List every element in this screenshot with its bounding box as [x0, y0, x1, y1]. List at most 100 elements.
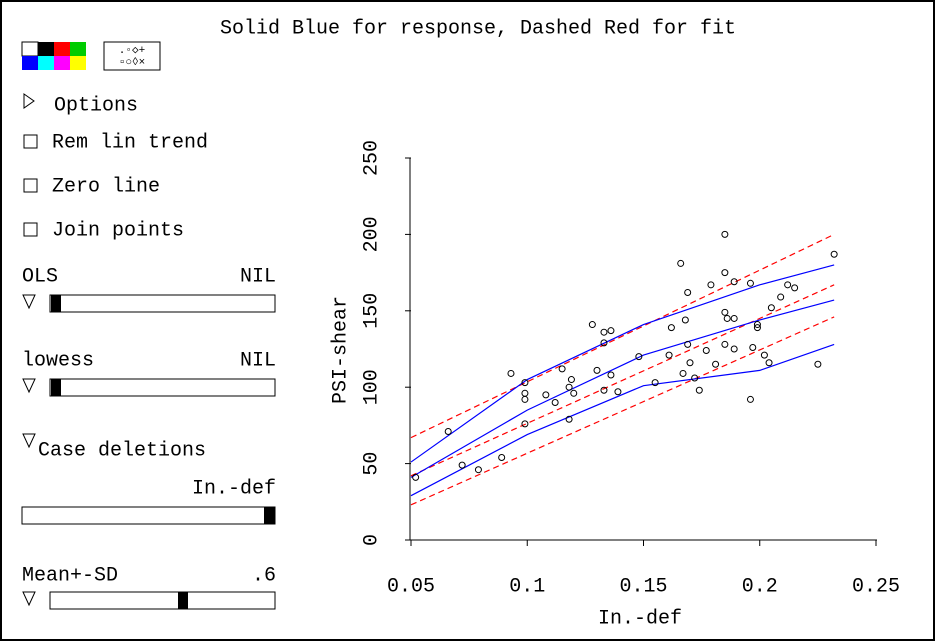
slider-label: Mean+-SD	[22, 564, 118, 587]
data-point	[558, 365, 566, 373]
slider[interactable]	[49, 378, 276, 397]
checkbox-label[interactable]: Join points	[52, 219, 184, 242]
data-point	[830, 250, 838, 258]
data-point	[723, 314, 731, 322]
options-label[interactable]: Options	[54, 94, 138, 117]
data-point	[721, 340, 729, 348]
svg-text:▫○◊×: ▫○◊×	[119, 57, 145, 69]
slider[interactable]	[49, 294, 276, 313]
checkbox-label[interactable]: Rem lin trend	[52, 131, 208, 154]
data-point	[600, 386, 608, 394]
y-tick-label: 150	[360, 293, 383, 329]
checkbox-label[interactable]: Zero line	[52, 175, 160, 198]
data-point	[691, 374, 699, 382]
slider-value: NIL	[240, 265, 276, 288]
data-point	[521, 379, 529, 387]
y-axis-label: PSI-shear	[329, 296, 352, 404]
data-point	[677, 259, 685, 267]
data-point	[702, 347, 710, 355]
data-point	[507, 369, 515, 377]
slider-menu[interactable]	[22, 378, 36, 394]
fit-line	[410, 316, 835, 506]
data-point	[570, 389, 578, 397]
slider-menu[interactable]	[22, 591, 36, 607]
response-line	[410, 343, 835, 497]
y-tick-label: 0	[360, 534, 383, 546]
data-point	[667, 324, 675, 332]
data-point	[814, 360, 822, 368]
x-tick-label: 0.25	[852, 575, 900, 598]
fit-line	[410, 233, 835, 439]
response-line	[410, 299, 835, 478]
data-point	[444, 428, 452, 436]
chart-title: Solid Blue for response, Dashed Red for …	[220, 17, 736, 40]
y-tick-label: 200	[360, 216, 383, 252]
data-point	[730, 345, 738, 353]
data-point	[760, 351, 768, 359]
color-palette[interactable]	[21, 41, 86, 70]
checkbox[interactable]	[23, 222, 38, 237]
data-point	[521, 395, 529, 403]
slider-thumb[interactable]	[264, 507, 275, 524]
data-point	[565, 383, 573, 391]
data-point	[684, 340, 692, 348]
data-point	[551, 398, 559, 406]
case-deletions-triangle[interactable]	[22, 433, 36, 449]
fit-line	[410, 284, 835, 477]
data-point	[593, 366, 601, 374]
x-tick-label: 0.1	[509, 575, 545, 598]
checkbox[interactable]	[23, 134, 38, 149]
data-point	[665, 351, 673, 359]
slider-label: OLS	[22, 265, 58, 288]
data-point	[681, 316, 689, 324]
symbol-palette[interactable]: .◦◇+ ▫○◊×	[103, 41, 161, 71]
case-deletions-label[interactable]: Case deletions	[38, 439, 206, 462]
slider-thumb[interactable]	[51, 295, 61, 312]
data-point	[777, 293, 785, 301]
data-point	[746, 279, 754, 287]
data-point	[521, 420, 529, 428]
data-point	[474, 466, 482, 474]
slider[interactable]	[21, 506, 276, 525]
data-point	[635, 353, 643, 361]
data-point	[600, 339, 608, 347]
data-point	[712, 360, 720, 368]
data-point	[753, 321, 761, 329]
data-point	[565, 415, 573, 423]
data-point	[791, 284, 799, 292]
data-point	[684, 288, 692, 296]
slider-label: lowess	[22, 349, 94, 372]
data-point	[730, 278, 738, 286]
data-point	[614, 388, 622, 396]
slider-value: NIL	[240, 349, 276, 372]
slider-thumb[interactable]	[178, 592, 188, 609]
options-triangle[interactable]	[23, 93, 35, 109]
slider-value: In.-def	[192, 477, 276, 500]
data-point	[607, 327, 615, 335]
data-point	[412, 473, 420, 481]
y-tick-label: 250	[360, 140, 383, 176]
data-point	[607, 371, 615, 379]
data-point	[686, 359, 694, 367]
slider-menu[interactable]	[22, 294, 36, 310]
data-point	[588, 321, 596, 329]
data-point	[746, 395, 754, 403]
data-point	[784, 281, 792, 289]
data-point	[749, 343, 757, 351]
svg-text:.◦◇+: .◦◇+	[119, 45, 145, 57]
data-point	[458, 461, 466, 469]
data-point	[730, 314, 738, 322]
data-point	[600, 328, 608, 336]
slider-thumb[interactable]	[51, 379, 61, 396]
checkbox[interactable]	[23, 178, 38, 193]
data-point	[542, 391, 550, 399]
data-point	[695, 386, 703, 394]
slider[interactable]	[49, 591, 276, 610]
data-point	[753, 324, 761, 332]
x-tick-label: 0.05	[387, 575, 435, 598]
data-point	[721, 269, 729, 277]
data-point	[498, 453, 506, 461]
x-tick-label: 0.15	[619, 575, 667, 598]
x-axis-label: In.-def	[598, 607, 682, 630]
